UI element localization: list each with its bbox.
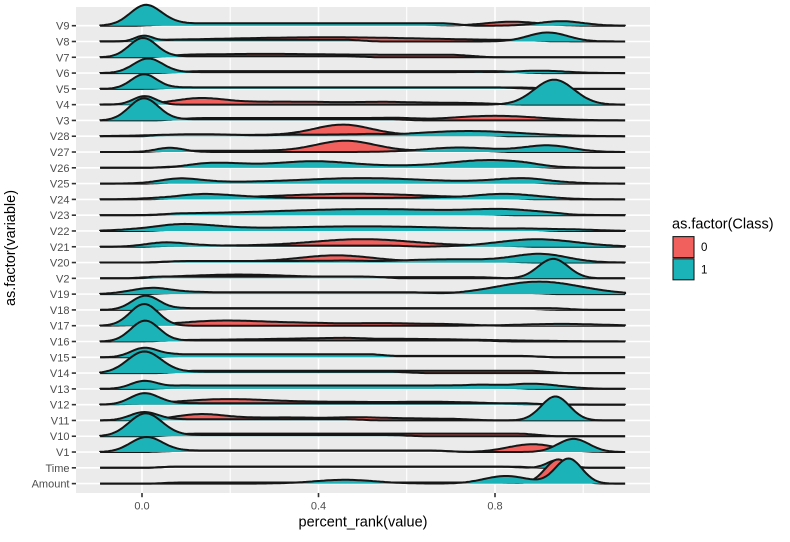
svg-text:V6: V6: [56, 68, 69, 80]
svg-text:V22: V22: [50, 226, 70, 238]
svg-text:V7: V7: [56, 52, 69, 64]
svg-text:V23: V23: [50, 210, 70, 222]
svg-text:V18: V18: [50, 305, 70, 317]
svg-text:V16: V16: [50, 337, 70, 349]
svg-text:V12: V12: [50, 400, 70, 412]
svg-text:V1: V1: [56, 447, 69, 459]
svg-text:0.0: 0.0: [134, 501, 149, 513]
svg-text:V13: V13: [50, 384, 70, 396]
svg-text:V8: V8: [56, 37, 69, 49]
svg-text:V3: V3: [56, 115, 69, 127]
svg-text:V20: V20: [50, 258, 70, 270]
svg-text:V11: V11: [51, 415, 70, 427]
svg-text:Amount: Amount: [32, 479, 70, 491]
svg-text:V27: V27: [50, 147, 70, 159]
svg-text:V24: V24: [50, 194, 70, 206]
svg-text:0.8: 0.8: [487, 501, 502, 513]
svg-text:V25: V25: [50, 179, 70, 191]
svg-text:V21: V21: [50, 242, 70, 254]
svg-text:Time: Time: [45, 463, 69, 475]
svg-text:V17: V17: [50, 321, 70, 333]
svg-text:0: 0: [701, 242, 707, 254]
svg-text:V9: V9: [56, 21, 69, 33]
svg-text:0.4: 0.4: [311, 501, 326, 513]
svg-text:as.factor(variable): as.factor(variable): [3, 190, 19, 306]
svg-text:V28: V28: [50, 131, 70, 143]
svg-text:V14: V14: [50, 368, 70, 380]
svg-text:percent_rank(value): percent_rank(value): [299, 515, 428, 531]
svg-text:V10: V10: [50, 431, 70, 443]
svg-text:1: 1: [701, 264, 707, 276]
svg-text:V4: V4: [56, 100, 69, 112]
svg-text:V15: V15: [50, 352, 70, 364]
svg-text:V2: V2: [56, 273, 69, 285]
svg-text:V5: V5: [56, 84, 69, 96]
svg-text:V19: V19: [50, 289, 70, 301]
svg-text:V26: V26: [50, 163, 70, 175]
svg-text:as.factor(Class): as.factor(Class): [672, 217, 774, 233]
